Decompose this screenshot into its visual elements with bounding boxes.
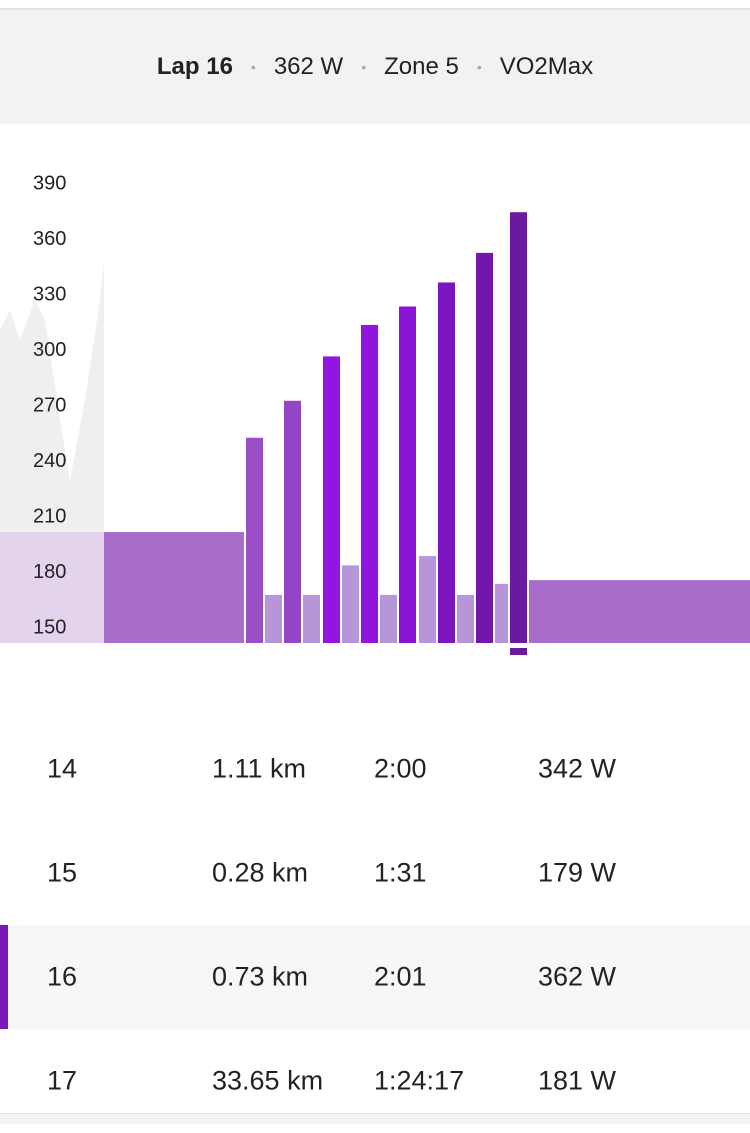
lap-bar bbox=[457, 594, 474, 643]
lap-row[interactable]: 15 0.28 km 1:31 179 W bbox=[0, 821, 750, 925]
chart: 150 180 210 240 270 300 330 360 390 bbox=[0, 122, 750, 655]
lap-time: 2:00 bbox=[374, 753, 427, 784]
lap-distance: 33.65 km bbox=[212, 1065, 324, 1096]
lap-row[interactable]: 14 1.11 km 2:00 342 W bbox=[0, 717, 750, 821]
footer-bar bbox=[0, 1113, 750, 1124]
lap-distance: 1.11 km bbox=[212, 753, 307, 784]
y-tick-label: 240 bbox=[33, 450, 66, 472]
lap-time: 1:24:17 bbox=[374, 1065, 465, 1096]
lap-power: 342 W bbox=[538, 753, 617, 784]
lap-row[interactable]: 16 0.73 km 2:01 362 W bbox=[0, 925, 750, 1029]
lap-row[interactable]: 17 33.65 km 1:24:17 181 W bbox=[0, 1029, 750, 1133]
y-tick-label: 150 bbox=[33, 616, 66, 638]
lap-power: 362 W bbox=[273, 53, 344, 80]
lap-bar bbox=[303, 594, 320, 643]
lap-bar bbox=[419, 556, 436, 643]
lap-bar bbox=[265, 594, 282, 643]
lap-bar bbox=[529, 580, 750, 643]
y-tick-label: 360 bbox=[33, 228, 66, 250]
y-tick-label: 210 bbox=[33, 506, 66, 528]
lap-bar bbox=[510, 212, 527, 643]
lap-bar bbox=[246, 437, 263, 643]
lap-bar bbox=[0, 532, 104, 643]
y-tick-label: 300 bbox=[33, 339, 66, 361]
lap-bar bbox=[399, 306, 416, 643]
lap-time: 2:01 bbox=[374, 961, 427, 992]
zone-name: VO2Max bbox=[499, 53, 594, 80]
lap-zone: Zone 5 bbox=[384, 53, 459, 80]
lap-number: 16 bbox=[47, 961, 78, 992]
lap-distance: 0.73 km bbox=[212, 961, 309, 992]
lap-number: 14 bbox=[47, 753, 78, 784]
lap-bar bbox=[342, 565, 359, 643]
lap-bar bbox=[323, 356, 340, 643]
y-tick-label: 180 bbox=[33, 561, 66, 583]
lap-number: 15 bbox=[47, 857, 78, 888]
lap-bar bbox=[284, 400, 301, 643]
selected-marker bbox=[510, 648, 527, 655]
lap-bar bbox=[380, 594, 397, 643]
lap-power: 179 W bbox=[538, 857, 617, 888]
y-tick-label: 330 bbox=[33, 284, 66, 306]
lap-bar bbox=[361, 324, 378, 643]
lap-bar bbox=[104, 532, 244, 643]
lap-bar bbox=[476, 252, 493, 644]
lap-distance: 0.28 km bbox=[212, 857, 309, 888]
lap-bar bbox=[495, 583, 508, 643]
lap-power: 362 W bbox=[538, 961, 617, 992]
y-tick-label: 270 bbox=[33, 395, 66, 417]
lap-time: 1:31 bbox=[374, 857, 427, 888]
lap-bar bbox=[438, 282, 455, 643]
lap-power: 181 W bbox=[538, 1065, 617, 1096]
lap-title: Lap 16 bbox=[156, 53, 233, 80]
y-tick-label: 390 bbox=[33, 173, 66, 195]
lap-header: Lap 16 • 362 W • Zone 5 • VO2Max bbox=[0, 8, 750, 124]
lap-number: 17 bbox=[47, 1065, 78, 1096]
